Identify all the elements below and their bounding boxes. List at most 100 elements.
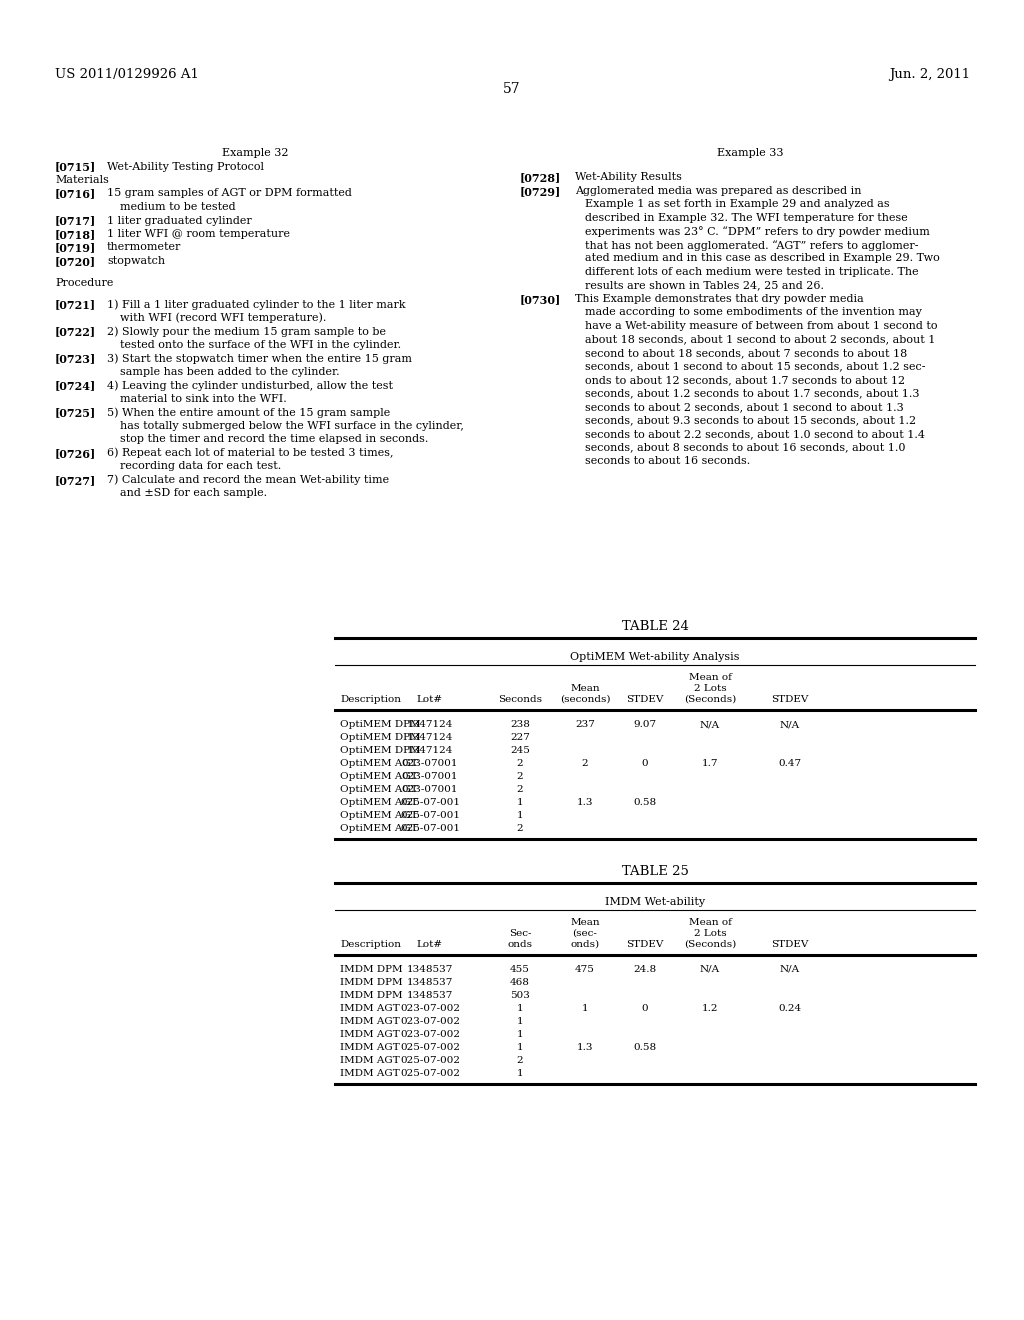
Text: IMDM Wet-ability: IMDM Wet-ability: [605, 898, 706, 907]
Text: [0719]: [0719]: [55, 243, 96, 253]
Text: [0723]: [0723]: [55, 354, 96, 364]
Text: 023-07001: 023-07001: [401, 772, 459, 781]
Text: N/A: N/A: [700, 719, 720, 729]
Text: Mean of: Mean of: [688, 673, 731, 682]
Text: seconds, about 9.3 seconds to about 15 seconds, about 1.2: seconds, about 9.3 seconds to about 15 s…: [585, 416, 916, 425]
Text: N/A: N/A: [780, 719, 800, 729]
Text: 1: 1: [517, 1043, 523, 1052]
Text: 0.58: 0.58: [634, 1043, 656, 1052]
Text: 227: 227: [510, 733, 530, 742]
Text: [0729]: [0729]: [520, 186, 561, 197]
Text: [0720]: [0720]: [55, 256, 96, 267]
Text: OptiMEM Wet-ability Analysis: OptiMEM Wet-ability Analysis: [570, 652, 739, 663]
Text: STDEV: STDEV: [771, 940, 809, 949]
Text: material to sink into the WFI.: material to sink into the WFI.: [120, 393, 287, 404]
Text: TABLE 24: TABLE 24: [622, 620, 688, 634]
Text: OptiMEM DPM: OptiMEM DPM: [340, 746, 421, 755]
Text: seconds, about 8 seconds to about 16 seconds, about 1.0: seconds, about 8 seconds to about 16 sec…: [585, 442, 905, 453]
Text: 1 liter WFI @ room temperature: 1 liter WFI @ room temperature: [106, 228, 290, 239]
Text: [0730]: [0730]: [520, 294, 561, 305]
Text: N/A: N/A: [700, 965, 720, 974]
Text: Materials: Materials: [55, 176, 109, 185]
Text: have a Wet-ability measure of between from about 1 second to: have a Wet-ability measure of between fr…: [585, 321, 938, 331]
Text: (seconds): (seconds): [560, 696, 610, 704]
Text: 1.3: 1.3: [577, 1043, 593, 1052]
Text: seconds, about 1 second to about 15 seconds, about 1.2 sec-: seconds, about 1 second to about 15 seco…: [585, 362, 926, 371]
Text: Lot#: Lot#: [417, 940, 443, 949]
Text: onds to about 12 seconds, about 1.7 seconds to about 12: onds to about 12 seconds, about 1.7 seco…: [585, 375, 905, 385]
Text: 5) When the entire amount of the 15 gram sample: 5) When the entire amount of the 15 gram…: [106, 407, 390, 417]
Text: 1.3: 1.3: [577, 799, 593, 807]
Text: [0721]: [0721]: [55, 300, 96, 310]
Text: 503: 503: [510, 991, 530, 1001]
Text: 1: 1: [517, 1005, 523, 1012]
Text: OptiMEM AGT: OptiMEM AGT: [340, 772, 418, 781]
Text: seconds to about 2 seconds, about 1 second to about 1.3: seconds to about 2 seconds, about 1 seco…: [585, 401, 904, 412]
Text: 1: 1: [517, 799, 523, 807]
Text: 025-07-001: 025-07-001: [400, 799, 460, 807]
Text: onds): onds): [570, 940, 600, 949]
Text: made according to some embodiments of the invention may: made according to some embodiments of th…: [585, 308, 922, 317]
Text: stop the timer and record the time elapsed in seconds.: stop the timer and record the time elaps…: [120, 434, 428, 445]
Text: Description: Description: [340, 696, 401, 704]
Text: seconds, about 1.2 seconds to about 1.7 seconds, about 1.3: seconds, about 1.2 seconds to about 1.7 …: [585, 388, 920, 399]
Text: 025-07-001: 025-07-001: [400, 810, 460, 820]
Text: has totally submerged below the WFI surface in the cylinder,: has totally submerged below the WFI surf…: [120, 421, 464, 430]
Text: 1347124: 1347124: [407, 746, 454, 755]
Text: OptiMEM DPM: OptiMEM DPM: [340, 733, 421, 742]
Text: Description: Description: [340, 940, 401, 949]
Text: [0728]: [0728]: [520, 173, 561, 183]
Text: STDEV: STDEV: [627, 696, 664, 704]
Text: US 2011/0129926 A1: US 2011/0129926 A1: [55, 69, 199, 81]
Text: 475: 475: [575, 965, 595, 974]
Text: 025-07-002: 025-07-002: [400, 1043, 460, 1052]
Text: 1.7: 1.7: [701, 759, 718, 768]
Text: experiments was 23° C. “DPM” refers to dry powder medium: experiments was 23° C. “DPM” refers to d…: [585, 226, 930, 238]
Text: [0726]: [0726]: [55, 447, 96, 459]
Text: 2: 2: [582, 759, 589, 768]
Text: OptiMEM AGT: OptiMEM AGT: [340, 799, 418, 807]
Text: 1348537: 1348537: [407, 965, 454, 974]
Text: 023-07-002: 023-07-002: [400, 1005, 460, 1012]
Text: 2) Slowly pour the medium 15 gram sample to be: 2) Slowly pour the medium 15 gram sample…: [106, 326, 386, 337]
Text: OptiMEM DPM: OptiMEM DPM: [340, 719, 421, 729]
Text: 237: 237: [575, 719, 595, 729]
Text: 1348537: 1348537: [407, 978, 454, 987]
Text: Agglomerated media was prepared as described in: Agglomerated media was prepared as descr…: [575, 186, 861, 195]
Text: 1: 1: [517, 1016, 523, 1026]
Text: [0717]: [0717]: [55, 215, 96, 227]
Text: Example 1 as set forth in Example 29 and analyzed as: Example 1 as set forth in Example 29 and…: [585, 199, 890, 210]
Text: medium to be tested: medium to be tested: [120, 202, 236, 213]
Text: 1: 1: [582, 1005, 589, 1012]
Text: and ±SD for each sample.: and ±SD for each sample.: [120, 488, 267, 498]
Text: described in Example 32. The WFI temperature for these: described in Example 32. The WFI tempera…: [585, 213, 907, 223]
Text: 0.58: 0.58: [634, 799, 656, 807]
Text: Procedure: Procedure: [55, 277, 114, 288]
Text: 0: 0: [642, 759, 648, 768]
Text: with WFI (record WFI temperature).: with WFI (record WFI temperature).: [120, 313, 327, 323]
Text: IMDM DPM: IMDM DPM: [340, 965, 402, 974]
Text: OptiMEM AGT: OptiMEM AGT: [340, 785, 418, 795]
Text: Example 33: Example 33: [717, 148, 783, 158]
Text: 57: 57: [503, 82, 521, 96]
Text: [0725]: [0725]: [55, 407, 96, 418]
Text: OptiMEM AGT: OptiMEM AGT: [340, 810, 418, 820]
Text: 2: 2: [517, 759, 523, 768]
Text: (Seconds): (Seconds): [684, 696, 736, 704]
Text: (Seconds): (Seconds): [684, 940, 736, 949]
Text: 9.07: 9.07: [634, 719, 656, 729]
Text: 0.24: 0.24: [778, 1005, 802, 1012]
Text: IMDM DPM: IMDM DPM: [340, 991, 402, 1001]
Text: different lots of each medium were tested in triplicate. The: different lots of each medium were teste…: [585, 267, 919, 277]
Text: 023-07001: 023-07001: [401, 759, 459, 768]
Text: IMDM AGT: IMDM AGT: [340, 1043, 399, 1052]
Text: Lot#: Lot#: [417, 696, 443, 704]
Text: 1: 1: [517, 1030, 523, 1039]
Text: IMDM DPM: IMDM DPM: [340, 978, 402, 987]
Text: Wet-Ability Testing Protocol: Wet-Ability Testing Protocol: [106, 161, 264, 172]
Text: 245: 245: [510, 746, 530, 755]
Text: 023-07-002: 023-07-002: [400, 1030, 460, 1039]
Text: 025-07-001: 025-07-001: [400, 824, 460, 833]
Text: [0715]: [0715]: [55, 161, 96, 173]
Text: Mean: Mean: [570, 684, 600, 693]
